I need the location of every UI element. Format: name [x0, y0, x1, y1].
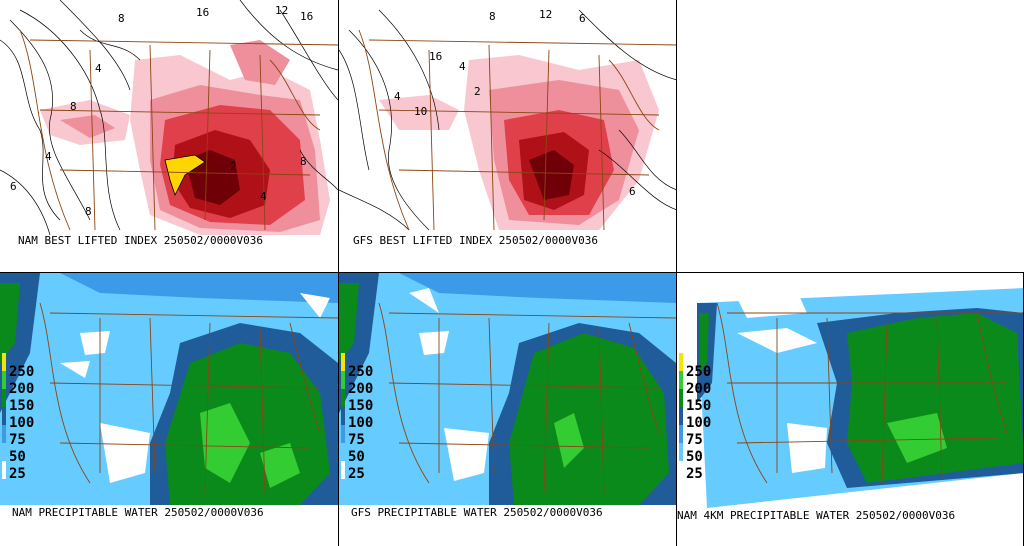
contour-label: 6: [629, 185, 636, 198]
gfs-lifted-index-svg: 8 4 16 12 6 2 4 10 6: [339, 8, 677, 231]
legend-label: 200: [9, 381, 35, 397]
panel-divider: [676, 0, 677, 272]
panel-caption: NAM 4KM PRECIPITABLE WATER 250502/0000V0…: [677, 509, 956, 522]
legend-label: 200: [348, 381, 374, 397]
legend-label: 75: [348, 432, 365, 448]
legend-label: 250: [686, 364, 712, 380]
legend-label: 75: [686, 432, 703, 448]
pw-legend: 250 200 150 100 75 50 25: [341, 353, 391, 483]
panel-caption: GFS PRECIPITABLE WATER 250502/0000V036: [351, 506, 603, 519]
legend-label: 250: [9, 364, 35, 380]
legend-label: 100: [686, 415, 712, 431]
contour-label: 8: [85, 205, 92, 218]
contour-label: 12: [539, 8, 552, 21]
contour-label: 16: [196, 6, 209, 19]
state-borders: [716, 302, 1024, 484]
legend-label: 25: [348, 466, 365, 482]
pw-svg: [0, 273, 338, 505]
nam-precipitable-water-map: 250 200 150 100 75 50 25 NAM PRECIPITABL…: [0, 273, 338, 546]
li-shading: [40, 40, 330, 235]
contour-lines: [339, 9, 677, 231]
legend-label: 25: [9, 466, 26, 482]
contour-label: 4: [260, 190, 267, 203]
li-shading: [379, 55, 659, 230]
panel-caption: NAM BEST LIFTED INDEX 250502/0000V036: [18, 234, 264, 247]
legend-label: 150: [686, 398, 712, 414]
nam-lifted-index-svg: 8 4 16 12 8 16 8 4 6 2 4 8: [0, 0, 338, 236]
state-borders: [19, 29, 338, 231]
contour-label: 4: [394, 90, 401, 103]
contour-label: 6: [10, 180, 17, 193]
state-borders: [358, 29, 677, 231]
contour-label: 6: [579, 12, 586, 25]
legend-label: 100: [9, 415, 35, 431]
contour-label: 4: [459, 60, 466, 73]
legend-label: 150: [9, 398, 35, 414]
pw-svg: [339, 273, 676, 505]
gfs-lifted-index-map: 8 4 16 12 6 2 4 10 6 GFS BEST LIFTED IND…: [339, 0, 677, 272]
contour-label: 8: [489, 10, 496, 23]
legend-label: 250: [348, 364, 374, 380]
contour-lines: [0, 0, 338, 236]
legend-label: 50: [686, 449, 703, 465]
nam4km-precipitable-water-map: 250 200 150 100 75 50 25 NAM 4KM PRECIPI…: [677, 273, 1024, 546]
state-borders: [378, 302, 676, 494]
legend-label: 50: [9, 449, 26, 465]
panel-caption: GFS BEST LIFTED INDEX 250502/0000V036: [353, 234, 599, 247]
contour-label: 2: [474, 85, 481, 98]
contour-label: 8: [118, 12, 125, 25]
legend-label: 200: [686, 381, 712, 397]
contour-label: 2: [230, 160, 237, 173]
contour-label: 10: [414, 105, 427, 118]
legend-label: 100: [348, 415, 374, 431]
legend-label: 75: [9, 432, 26, 448]
contour-label: 12: [275, 4, 288, 17]
panel-divider: [676, 272, 677, 546]
panel-caption: NAM PRECIPITABLE WATER 250502/0000V036: [12, 506, 264, 519]
contour-label: 4: [95, 62, 102, 75]
panel-divider: [0, 272, 1024, 273]
legend-label: 50: [348, 449, 365, 465]
gfs-precipitable-water-map: 250 200 150 100 75 50 25 GFS PRECIPITABL…: [339, 273, 676, 546]
contour-label: 8: [300, 155, 307, 168]
contour-label: 4: [45, 150, 52, 163]
legend-label: 150: [348, 398, 374, 414]
pw-legend: 250 200 150 100 75 50 25: [679, 353, 729, 483]
state-borders: [39, 302, 338, 494]
contour-label: 16: [429, 50, 442, 63]
legend-label: 25: [686, 466, 703, 482]
pw-legend: 250 200 150 100 75 50 25: [2, 353, 52, 483]
contour-label: 16: [300, 10, 313, 23]
panel-divider: [338, 0, 339, 546]
contour-label: 8: [70, 100, 77, 113]
nam-lifted-index-map: 8 4 16 12 8 16 8 4 6 2 4 8 NAM BEST LIFT…: [0, 0, 338, 272]
pw-svg: [697, 288, 1024, 508]
